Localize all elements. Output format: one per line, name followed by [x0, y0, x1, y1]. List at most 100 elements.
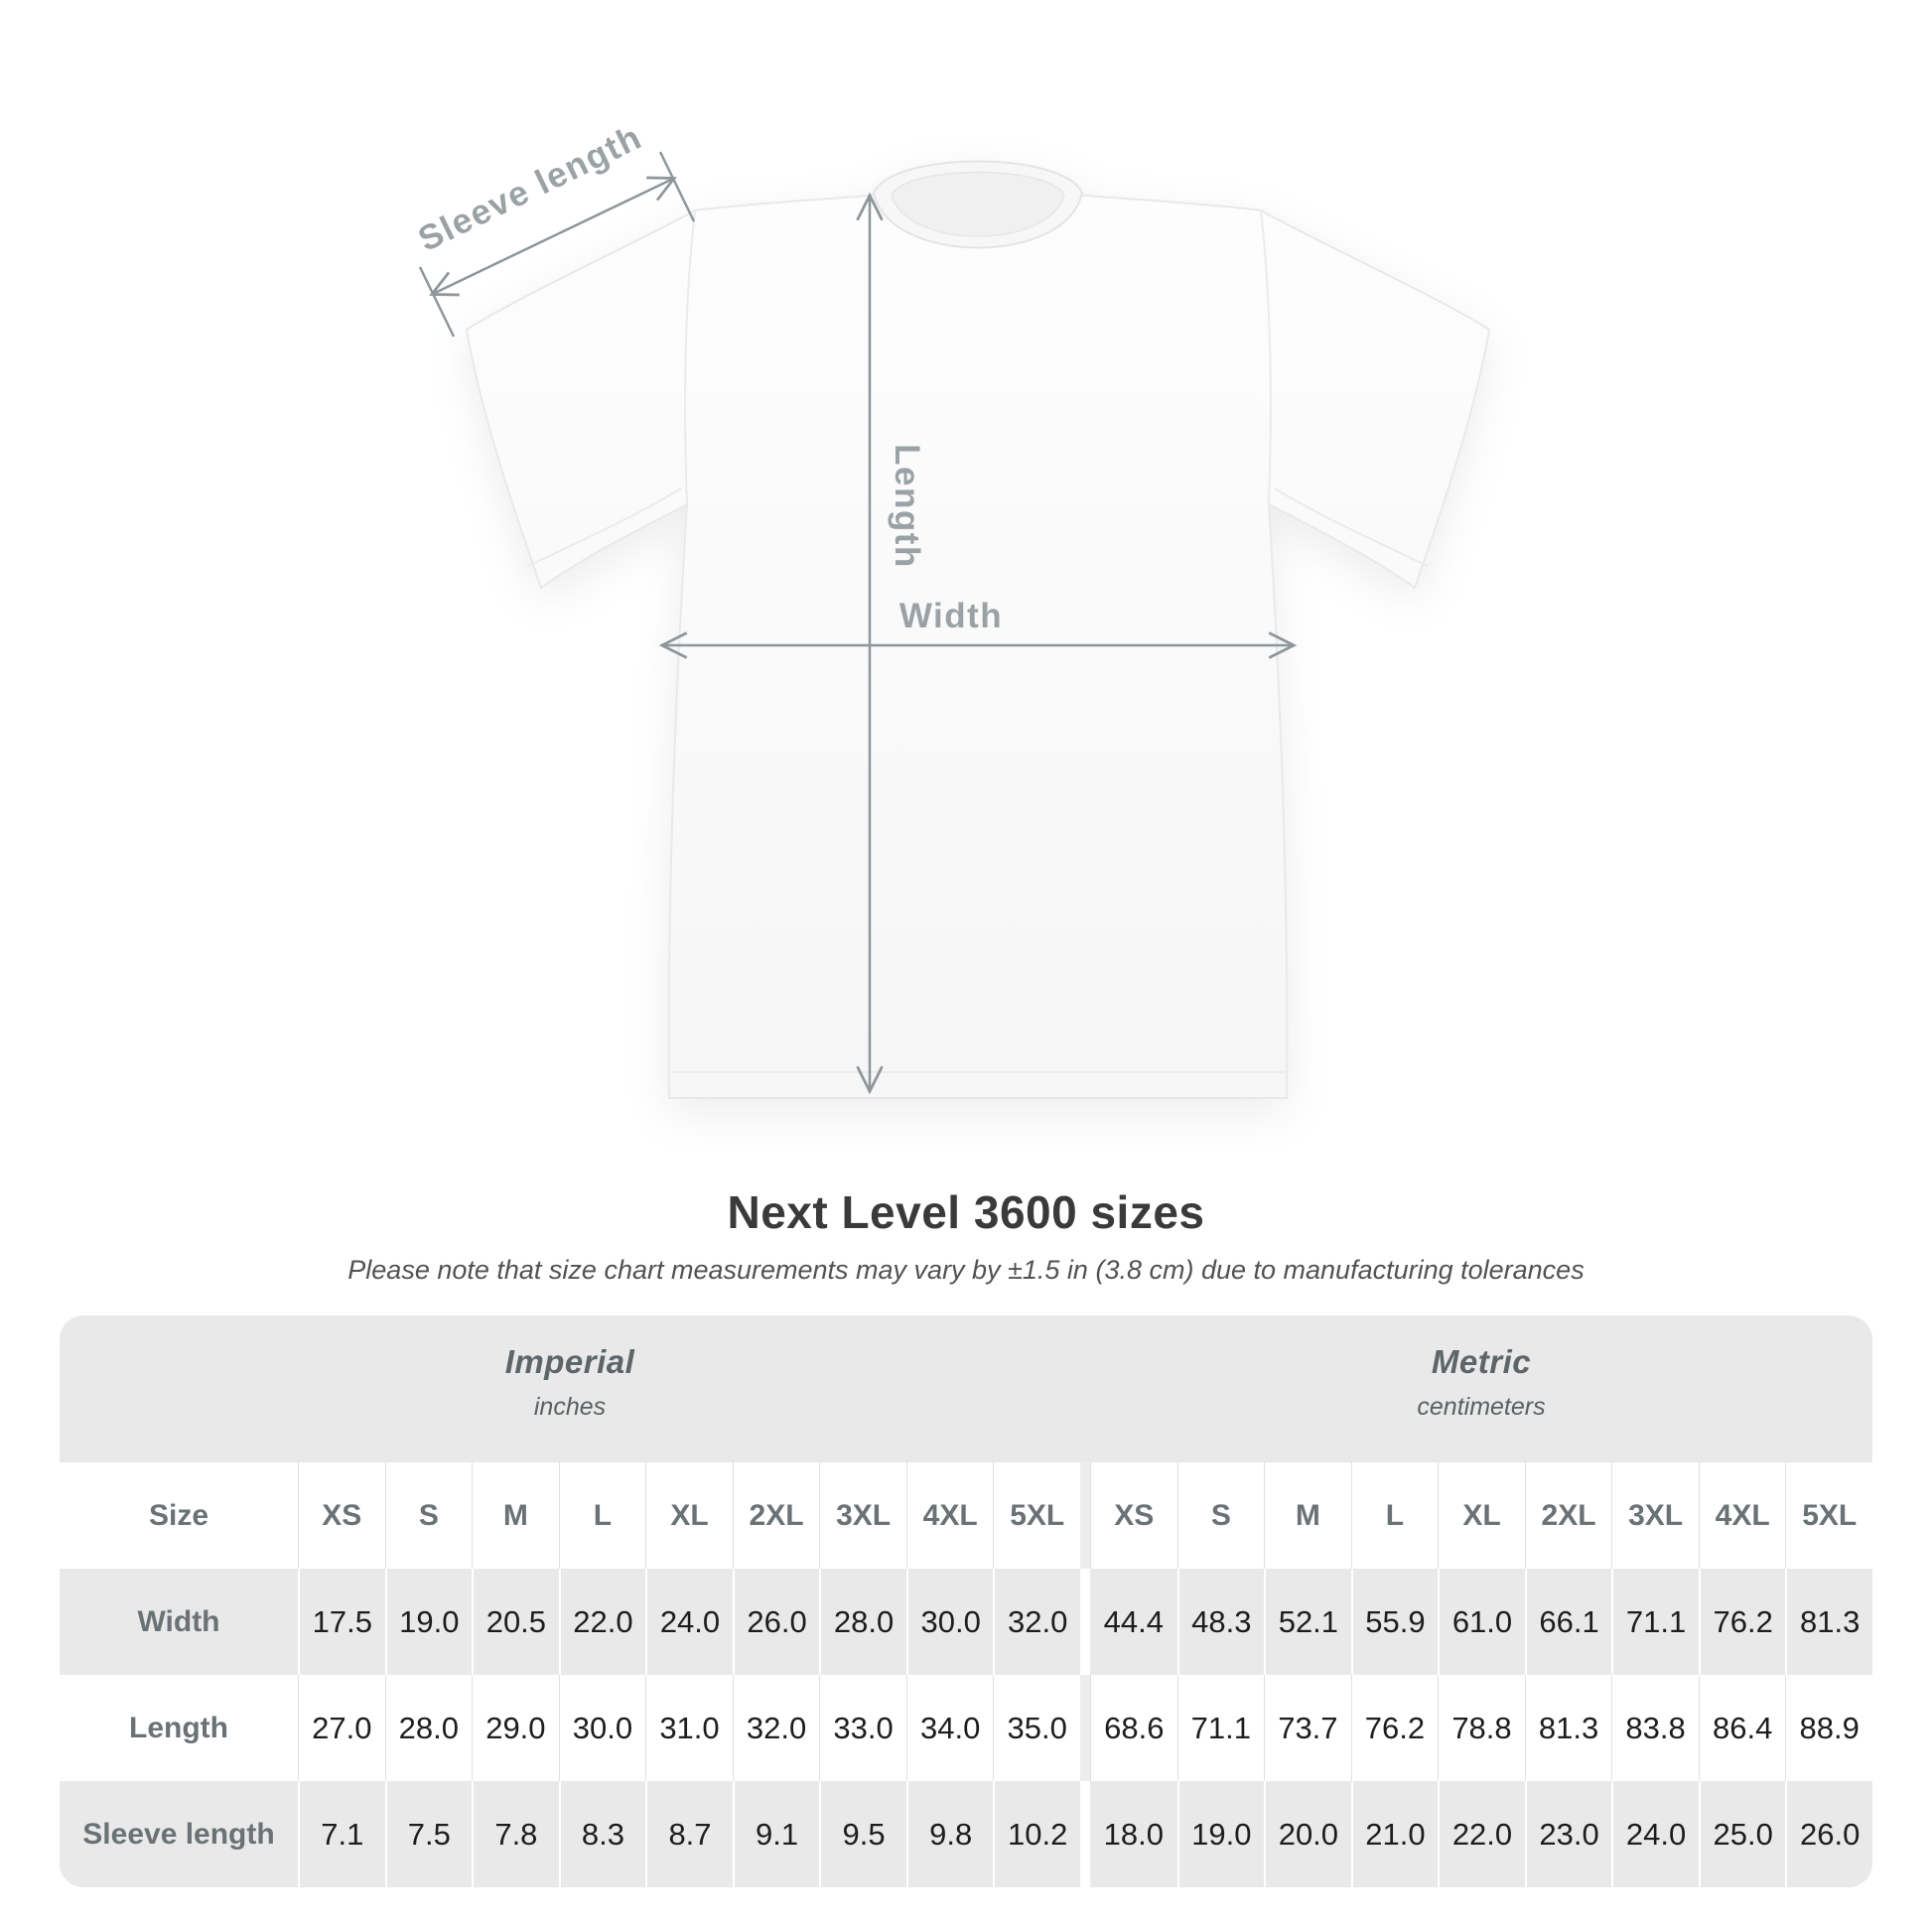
value-cell: 32.0 [993, 1569, 1080, 1675]
size-col-header: S [1176, 1462, 1265, 1569]
row-label-sleeve-length: Sleeve length [60, 1781, 298, 1887]
value-cell: 29.0 [472, 1675, 559, 1781]
value-cell: 52.1 [1264, 1569, 1351, 1675]
value-cell: 33.0 [819, 1675, 906, 1781]
page-subtitle: Please note that size chart measurements… [347, 1255, 1585, 1285]
value-cell: 18.0 [1090, 1781, 1177, 1887]
value-cell: 48.3 [1176, 1569, 1265, 1675]
sleeve-arrow-tick-bottom [418, 266, 456, 338]
value-cell: 44.4 [1090, 1569, 1177, 1675]
sleeve-length-arrow [429, 176, 677, 297]
size-col-header: L [558, 1462, 646, 1569]
value-cell: 9.1 [732, 1781, 820, 1887]
size-col-header: M [472, 1462, 559, 1569]
value-cell: 19.0 [1176, 1781, 1265, 1887]
unit-group-gap [1080, 1315, 1090, 1462]
value-cell: 88.9 [1785, 1675, 1872, 1781]
value-cell: 71.1 [1176, 1675, 1265, 1781]
value-cell: 76.2 [1698, 1569, 1786, 1675]
group-gutter [1080, 1675, 1090, 1781]
sleeve-length-label: Sleeve length [412, 117, 647, 259]
size-col-header: 5XL [993, 1462, 1080, 1569]
value-cell: 81.3 [1524, 1675, 1612, 1781]
value-cell: 7.5 [384, 1781, 473, 1887]
size-col-header: 2XL [1524, 1462, 1612, 1569]
value-cell: 35.0 [993, 1675, 1080, 1781]
metric-label: Metric [1431, 1342, 1532, 1380]
size-col-header: S [384, 1462, 473, 1569]
value-cell: 83.8 [1611, 1675, 1699, 1781]
size-col-header: XL [1438, 1462, 1525, 1569]
value-cell: 8.3 [558, 1781, 646, 1887]
size-col-header: XL [645, 1462, 733, 1569]
size-col-header: M [1264, 1462, 1351, 1569]
size-col-header: 4XL [905, 1462, 994, 1569]
group-gutter [1080, 1462, 1090, 1569]
value-cell: 86.4 [1698, 1675, 1786, 1781]
unit-group-imperial: Imperial inches [60, 1315, 1080, 1462]
sleeve-arrow-tick-top [658, 151, 696, 222]
value-cell: 22.0 [558, 1569, 646, 1675]
imperial-unit-label: inches [533, 1392, 607, 1421]
value-cell: 19.0 [384, 1569, 473, 1675]
value-cell: 66.1 [1524, 1569, 1612, 1675]
group-gutter [1080, 1569, 1090, 1675]
value-cell: 76.2 [1350, 1675, 1439, 1781]
tshirt-measurement-diagram: Sleeve length Length Width [412, 117, 1491, 1099]
value-cell: 9.8 [905, 1781, 994, 1887]
value-cell: 23.0 [1524, 1781, 1612, 1887]
size-col-header: XS [298, 1462, 385, 1569]
size-col-header: 3XL [1611, 1462, 1699, 1569]
size-chart-table: Imperial inches Metric centimeters Size … [60, 1315, 1872, 1887]
length-label: Length [888, 444, 926, 569]
metric-unit-label: centimeters [1417, 1392, 1546, 1421]
width-label: Width [899, 597, 1003, 635]
tshirt-graphic: Sleeve length Length Width [412, 117, 1491, 1099]
group-gutter [1080, 1781, 1090, 1887]
value-cell: 25.0 [1698, 1781, 1786, 1887]
size-col-header: L [1350, 1462, 1439, 1569]
size-col-header: 4XL [1698, 1462, 1786, 1569]
value-cell: 71.1 [1611, 1569, 1699, 1675]
value-cell: 55.9 [1350, 1569, 1439, 1675]
value-cell: 20.0 [1264, 1781, 1351, 1887]
value-cell: 10.2 [993, 1781, 1080, 1887]
value-cell: 22.0 [1438, 1781, 1525, 1887]
value-cell: 24.0 [1611, 1781, 1699, 1887]
value-cell: 30.0 [558, 1675, 646, 1781]
size-col-header: XS [1090, 1462, 1177, 1569]
value-cell: 31.0 [645, 1675, 733, 1781]
row-label-width: Width [60, 1569, 298, 1675]
value-cell: 32.0 [732, 1675, 820, 1781]
imperial-label: Imperial [504, 1342, 635, 1380]
size-row-label: Size [60, 1462, 298, 1569]
value-cell: 7.1 [298, 1781, 385, 1887]
value-cell: 24.0 [645, 1569, 733, 1675]
value-cell: 73.7 [1264, 1675, 1351, 1781]
size-col-header: 5XL [1785, 1462, 1872, 1569]
value-cell: 7.8 [472, 1781, 559, 1887]
value-cell: 9.5 [819, 1781, 906, 1887]
title-block: Next Level 3600 sizes Please note that s… [0, 1185, 1932, 1286]
value-cell: 68.6 [1090, 1675, 1177, 1781]
tshirt-seams [527, 209, 1429, 1073]
row-label-length: Length [60, 1675, 298, 1781]
value-cell: 20.5 [472, 1569, 559, 1675]
value-cell: 8.7 [645, 1781, 733, 1887]
value-cell: 28.0 [819, 1569, 906, 1675]
value-cell: 30.0 [905, 1569, 994, 1675]
unit-group-metric: Metric centimeters [1090, 1315, 1872, 1462]
value-cell: 21.0 [1350, 1781, 1439, 1887]
value-cell: 26.0 [1785, 1781, 1872, 1887]
value-cell: 78.8 [1438, 1675, 1525, 1781]
value-cell: 26.0 [732, 1569, 820, 1675]
size-col-header: 2XL [732, 1462, 820, 1569]
value-cell: 61.0 [1438, 1569, 1525, 1675]
value-cell: 34.0 [905, 1675, 994, 1781]
page-title: Next Level 3600 sizes [727, 1186, 1205, 1238]
value-cell: 27.0 [298, 1675, 385, 1781]
tshirt-collar [872, 160, 1084, 249]
value-cell: 81.3 [1785, 1569, 1872, 1675]
value-cell: 17.5 [298, 1569, 385, 1675]
size-col-header: 3XL [819, 1462, 906, 1569]
